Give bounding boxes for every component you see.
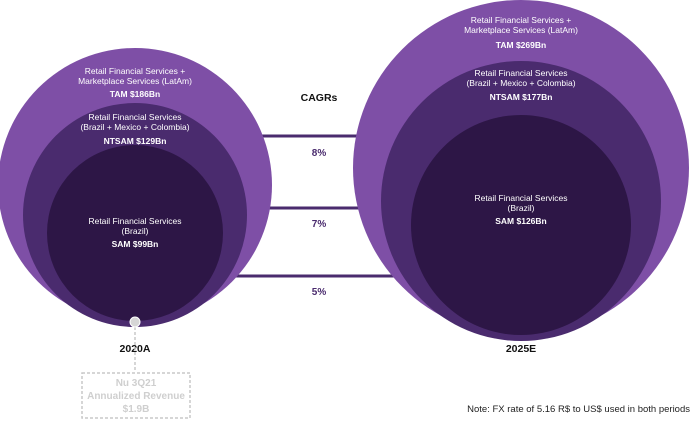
left-sam-line2: (Brazil) <box>122 226 149 236</box>
right-sam-line2: (Brazil) <box>508 203 535 213</box>
left-sam-circle <box>47 145 223 321</box>
left-tam-line1: Retail Financial Services + <box>85 66 185 76</box>
left-sam-line1: Retail Financial Services <box>88 216 181 226</box>
right-ntsam-line1: Retail Financial Services <box>474 68 567 78</box>
right-ntsam-line2: (Brazil + Mexico + Colombia) <box>466 78 575 88</box>
right-tam-line2: Marketplace Services (LatAm) <box>464 25 578 35</box>
right-sam-line1: Retail Financial Services <box>474 193 567 203</box>
cagr-sam: 5% <box>312 287 327 298</box>
left-sam-value: SAM $99Bn <box>112 239 159 249</box>
left-ntsam-value: NTSAM $129Bn <box>104 136 167 146</box>
right-tam-value: TAM $269Bn <box>496 40 546 50</box>
cagr-ntsam: 7% <box>312 219 327 230</box>
fx-note: Note: FX rate of 5.16 R$ to US$ used in … <box>467 404 690 415</box>
left-ntsam-line2: (Brazil + Mexico + Colombia) <box>80 122 189 132</box>
cagr-title: CAGRs <box>301 92 338 104</box>
period-right: 2025E <box>506 343 536 355</box>
right-sam-value: SAM $126Bn <box>495 216 547 226</box>
revenue-box <box>81 372 191 419</box>
right-sam-circle <box>411 115 631 335</box>
revenue-line3: $1.9B <box>123 404 150 415</box>
cagr-tam: 8% <box>312 148 327 159</box>
right-ntsam-value: NTSAM $177Bn <box>490 92 553 102</box>
revenue-line2: Annualized Revenue <box>87 391 185 402</box>
revenue-line1: Nu 3Q21 <box>116 378 157 389</box>
left-tam-value: TAM $186Bn <box>110 89 160 99</box>
right-tam-line1: Retail Financial Services + <box>471 15 571 25</box>
left-ntsam-line1: Retail Financial Services <box>88 112 181 122</box>
revenue-marker-dot <box>129 316 141 328</box>
left-tam-line2: Marketplace Services (LatAm) <box>78 76 192 86</box>
